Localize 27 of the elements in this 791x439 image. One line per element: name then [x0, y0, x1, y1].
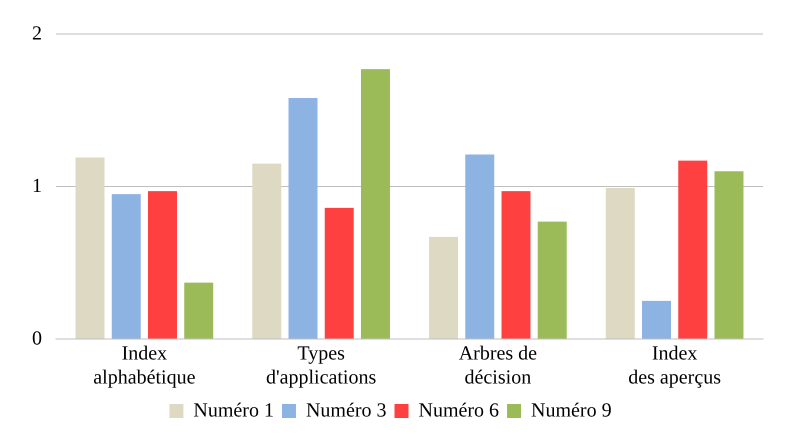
y-tick-label: 0: [32, 327, 42, 350]
x-tick-label: Index des aperçus: [628, 342, 722, 388]
legend-label: Numéro 1: [193, 399, 274, 422]
legend-label: Numéro 3: [306, 399, 387, 422]
y-tick-label: 1: [32, 174, 42, 197]
legend-label: Numéro 9: [531, 399, 612, 422]
bar: [465, 154, 494, 338]
bar: [642, 300, 671, 338]
y-tick-label: 2: [32, 22, 42, 44]
x-tick-label: Index alphabétique: [93, 342, 196, 388]
bar: [76, 158, 105, 338]
bar: [714, 171, 744, 338]
legend-label: Numéro 6: [418, 399, 500, 422]
bar: [184, 282, 214, 338]
bar: [288, 98, 318, 338]
bar: [502, 191, 530, 338]
bar: [112, 194, 141, 338]
bar: [360, 69, 390, 338]
x-tick-label: Arbres de décision: [458, 342, 538, 388]
bar: [324, 208, 354, 338]
bar: [429, 236, 458, 338]
bar: [538, 222, 567, 338]
x-tick-label: Types d'applications: [266, 342, 376, 388]
bar: [148, 191, 177, 338]
bar: [252, 164, 282, 338]
bar: [678, 160, 708, 338]
bar: [606, 188, 635, 338]
